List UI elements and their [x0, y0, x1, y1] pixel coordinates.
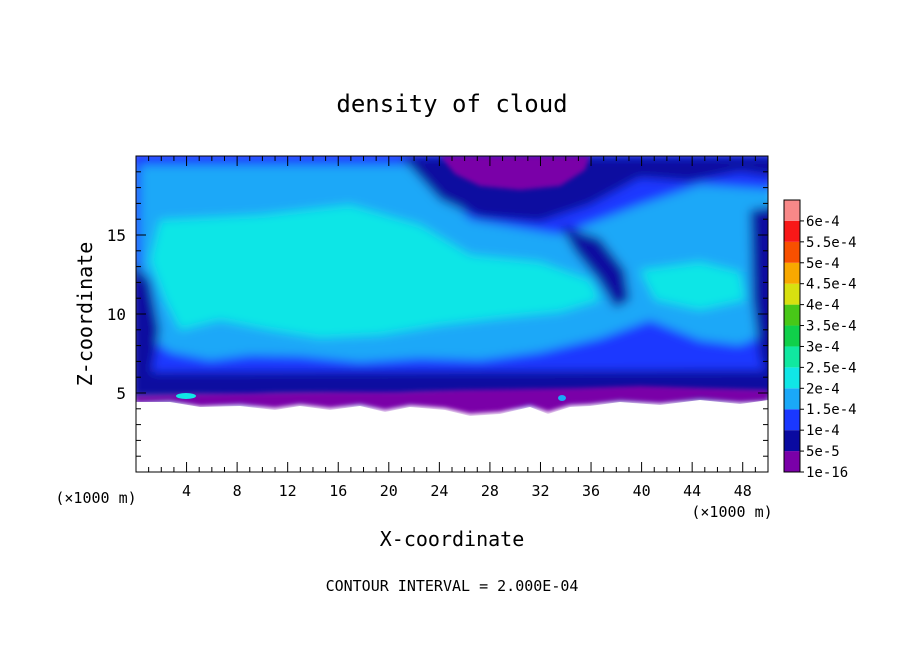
- purple-base-layer: [136, 386, 768, 414]
- x-tick-label: 44: [683, 482, 701, 500]
- colorbar-swatch: [784, 388, 800, 410]
- x-tick-label: 20: [380, 482, 398, 500]
- x-tick-label: 40: [633, 482, 651, 500]
- x-tick-label: 4: [182, 482, 191, 500]
- cloud-core-right: [640, 262, 745, 310]
- colorbar-swatch: [784, 325, 800, 347]
- z-tick-label: 5: [116, 384, 126, 403]
- colorbar-label: 5e-5: [806, 444, 840, 460]
- colorbar-swatch: [784, 220, 800, 242]
- contour-field: [136, 156, 768, 472]
- dark-right-edge: [750, 207, 768, 372]
- x-tick-label: 36: [582, 482, 600, 500]
- purple-top-patch: [440, 156, 590, 190]
- colorbar-frame: [783, 199, 801, 473]
- x-tick-label: 28: [481, 482, 499, 500]
- colorbar-label: 3.5e-4: [806, 319, 857, 335]
- colorbar-label: 2.5e-4: [806, 360, 857, 376]
- colorbar-swatch: [784, 200, 800, 221]
- colorbar-swatch: [784, 304, 800, 326]
- x-tick-label: 12: [279, 482, 297, 500]
- colorbar-swatch: [784, 262, 800, 284]
- colorbar-label: 3e-4: [806, 339, 840, 355]
- x-tick-label: 16: [329, 482, 347, 500]
- x-tick-label: 32: [531, 482, 549, 500]
- small-cloud-cell-right: [558, 395, 566, 401]
- dark-streamer-diagonal: [560, 225, 630, 308]
- colorbar-swatch: [784, 283, 800, 305]
- z-tick-label: 10: [107, 305, 126, 324]
- x-tick-label: 24: [430, 482, 448, 500]
- small-cloud-cell-left: [176, 393, 196, 399]
- colorbar-label: 1e-4: [806, 423, 840, 439]
- colorbar-label: 1.5e-4: [806, 402, 857, 418]
- colorbar-swatch: [784, 409, 800, 431]
- colorbar-swatch: [784, 241, 800, 263]
- z-unit-label: (×1000 m): [55, 489, 136, 507]
- colorbar-label: 6e-4: [806, 214, 840, 230]
- z-tick-label: 15: [107, 226, 126, 245]
- colorbar-label: 4e-4: [806, 298, 840, 314]
- colorbar-label: 2e-4: [806, 381, 840, 397]
- chart-title: density of cloud: [336, 90, 567, 118]
- colorbar-label: 5e-4: [806, 256, 840, 272]
- x-unit-label: (×1000 m): [691, 503, 772, 521]
- x-tick-label: 48: [734, 482, 752, 500]
- x-axis-label: X-coordinate: [380, 527, 525, 551]
- z-axis-label: Z-coordinate: [73, 242, 97, 387]
- terrain-mask: [136, 400, 768, 472]
- dark-left-edge: [136, 266, 160, 387]
- x-axis-ticks: 4 8 12 16 20 24 28 32 36 40 44 48: [148, 156, 756, 500]
- cloud-core: [150, 205, 600, 338]
- colorbar-label: 1e-16: [806, 465, 848, 481]
- colorbar-swatch: [784, 346, 800, 368]
- colorbar-label: 4.5e-4: [806, 277, 857, 293]
- colorbar: 1e-16 5e-5 1e-4 1.5e-4 2e-4 2.5e-4 3e-4 3.5e-4 4…: [783, 199, 857, 481]
- x-tick-label: 8: [233, 482, 242, 500]
- colorbar-label: 5.5e-4: [806, 235, 857, 251]
- colorbar-swatch: [784, 430, 800, 452]
- z-axis-ticks: 5 10 15: [107, 171, 768, 457]
- contour-interval-note: CONTOUR INTERVAL = 2.000E-04: [326, 577, 579, 595]
- colorbar-swatch: [784, 451, 800, 472]
- colorbar-swatch: [784, 367, 800, 389]
